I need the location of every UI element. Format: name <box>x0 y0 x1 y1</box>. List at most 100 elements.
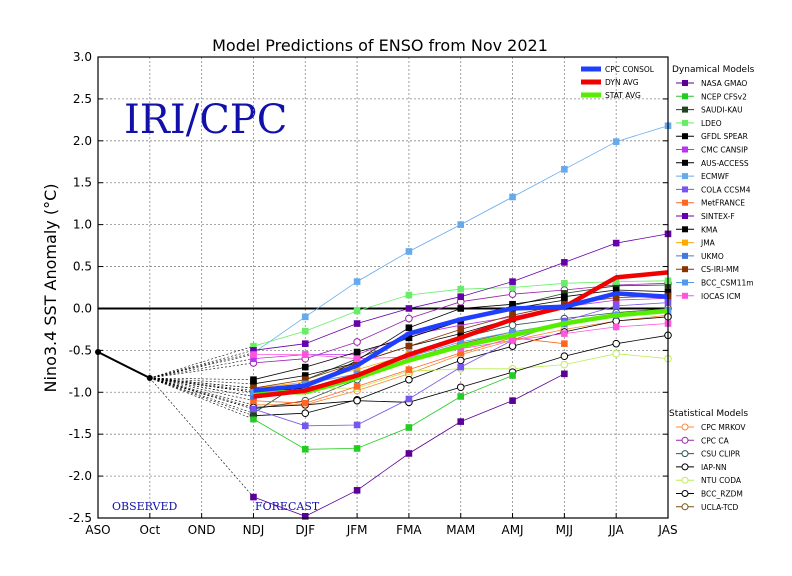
data-point <box>509 372 516 379</box>
data-point <box>405 353 413 361</box>
data-point <box>301 409 310 418</box>
data-point <box>456 383 465 392</box>
legend-label-cpc-mrkov: CPC MRKOV <box>701 423 746 432</box>
data-point <box>301 513 309 520</box>
legend-swatch-nasa-gmao <box>682 80 688 86</box>
data-point <box>457 221 465 228</box>
legend-swatch-ukmo <box>682 252 688 259</box>
data-point <box>301 327 309 335</box>
legend-label-ecmwf: ECMWF <box>701 172 729 181</box>
chart-title: Model Predictions of ENSO from Nov 2021 <box>212 36 548 55</box>
data-point <box>353 355 361 363</box>
data-point <box>250 409 257 417</box>
data-point <box>405 375 413 384</box>
legend-swatch-ntu-coda <box>681 476 689 484</box>
data-point <box>509 278 516 285</box>
observed-line <box>97 351 151 379</box>
data-point <box>457 293 465 301</box>
forecast-label: FORECAST <box>255 500 320 513</box>
y-tick-label: 2.5 <box>73 92 92 106</box>
legend-label-cola-ccsm4: COLA CCSM4 <box>701 185 751 194</box>
x-tick-label: MAM <box>446 523 475 537</box>
legend-swatch-iap-nn <box>681 463 689 471</box>
legend-swatch-ecmwf <box>682 173 688 180</box>
x-tick-label: JJA <box>608 523 625 537</box>
data-point <box>353 487 361 494</box>
data-point <box>301 372 309 379</box>
legend-swatch-csu-clipr <box>681 450 689 458</box>
data-point <box>250 376 257 383</box>
series-dyn-avg <box>253 270 669 399</box>
forecast-connector <box>149 377 254 401</box>
y-tick-label: -1.5 <box>69 427 92 441</box>
data-point <box>457 330 465 337</box>
data-point <box>560 360 569 369</box>
legend-swatch-ncep-cfsv2 <box>682 93 688 100</box>
y-tick-label: 2.0 <box>73 134 92 148</box>
data-point <box>405 342 413 350</box>
observed-point <box>146 375 153 382</box>
x-tick-label: Oct <box>139 523 160 537</box>
data-point <box>612 294 620 301</box>
y-tick-label: -1.0 <box>69 385 92 399</box>
legend-label-metfrance: MetFRANCE <box>701 199 745 208</box>
data-point <box>612 138 620 145</box>
data-point <box>612 239 620 247</box>
data-point <box>457 326 465 333</box>
data-point <box>250 405 257 413</box>
data-point <box>508 321 517 330</box>
data-point <box>508 342 517 350</box>
legend-label-aus-access: AUS-ACCESS <box>701 159 749 168</box>
data-point <box>301 399 309 407</box>
legend-label-dyn-avg: DYN AVG <box>605 78 639 87</box>
legend-swatch-bcc-csm11m <box>682 279 688 286</box>
data-point <box>405 291 413 299</box>
legend-label-ldeo: LDEO <box>701 119 722 128</box>
legend-swatch-bcc-rzdm <box>681 490 689 497</box>
data-point <box>612 339 620 348</box>
data-point <box>301 340 309 347</box>
data-point <box>301 376 309 383</box>
forecast-connector <box>149 354 254 379</box>
forecast-connector <box>149 377 254 420</box>
legend-swatch-cpc-ca <box>681 436 689 444</box>
x-tick-label: NDJ <box>243 523 265 537</box>
data-point <box>457 285 465 293</box>
data-point <box>509 337 516 344</box>
data-point <box>612 278 620 285</box>
observed-label: OBSERVED <box>112 500 178 513</box>
data-point <box>405 314 413 323</box>
legend-label-gfdl-spear: GFDL SPEAR <box>701 132 748 141</box>
data-point <box>457 363 465 371</box>
data-point <box>560 352 569 361</box>
legend-label-cs-iri-mm: CS-IRI-MM <box>701 265 739 274</box>
legend-swatch-cola-ccsm4 <box>682 186 688 193</box>
data-point <box>353 445 361 452</box>
data-point <box>612 282 620 290</box>
data-point <box>561 296 568 304</box>
forecast-connector <box>149 377 254 385</box>
data-point <box>457 338 465 346</box>
legend-swatch-cmc-cansip <box>682 146 688 153</box>
legend-label-cpc-consol: CPC CONSOL <box>605 65 655 74</box>
y-tick-label: 0.0 <box>73 301 92 315</box>
data-point <box>405 334 413 342</box>
legend-label-iocas-icm: IOCAS ICM <box>701 292 741 301</box>
data-point <box>301 363 309 371</box>
data-point <box>561 166 568 173</box>
forecast-connector <box>149 377 254 380</box>
legend-swatch-gfdl-spear <box>682 133 688 140</box>
data-point <box>405 395 413 403</box>
data-point <box>250 380 257 388</box>
x-tick-label: OND <box>188 523 216 537</box>
data-point <box>250 347 257 354</box>
y-tick-label: -2.0 <box>69 469 92 483</box>
legend-label-kma: KMA <box>701 225 718 234</box>
data-point <box>509 397 516 404</box>
grid-lines <box>98 57 668 518</box>
data-point <box>561 330 568 337</box>
y-tick-label: -2.5 <box>69 511 92 525</box>
y-tick-label: 3.0 <box>73 50 92 64</box>
